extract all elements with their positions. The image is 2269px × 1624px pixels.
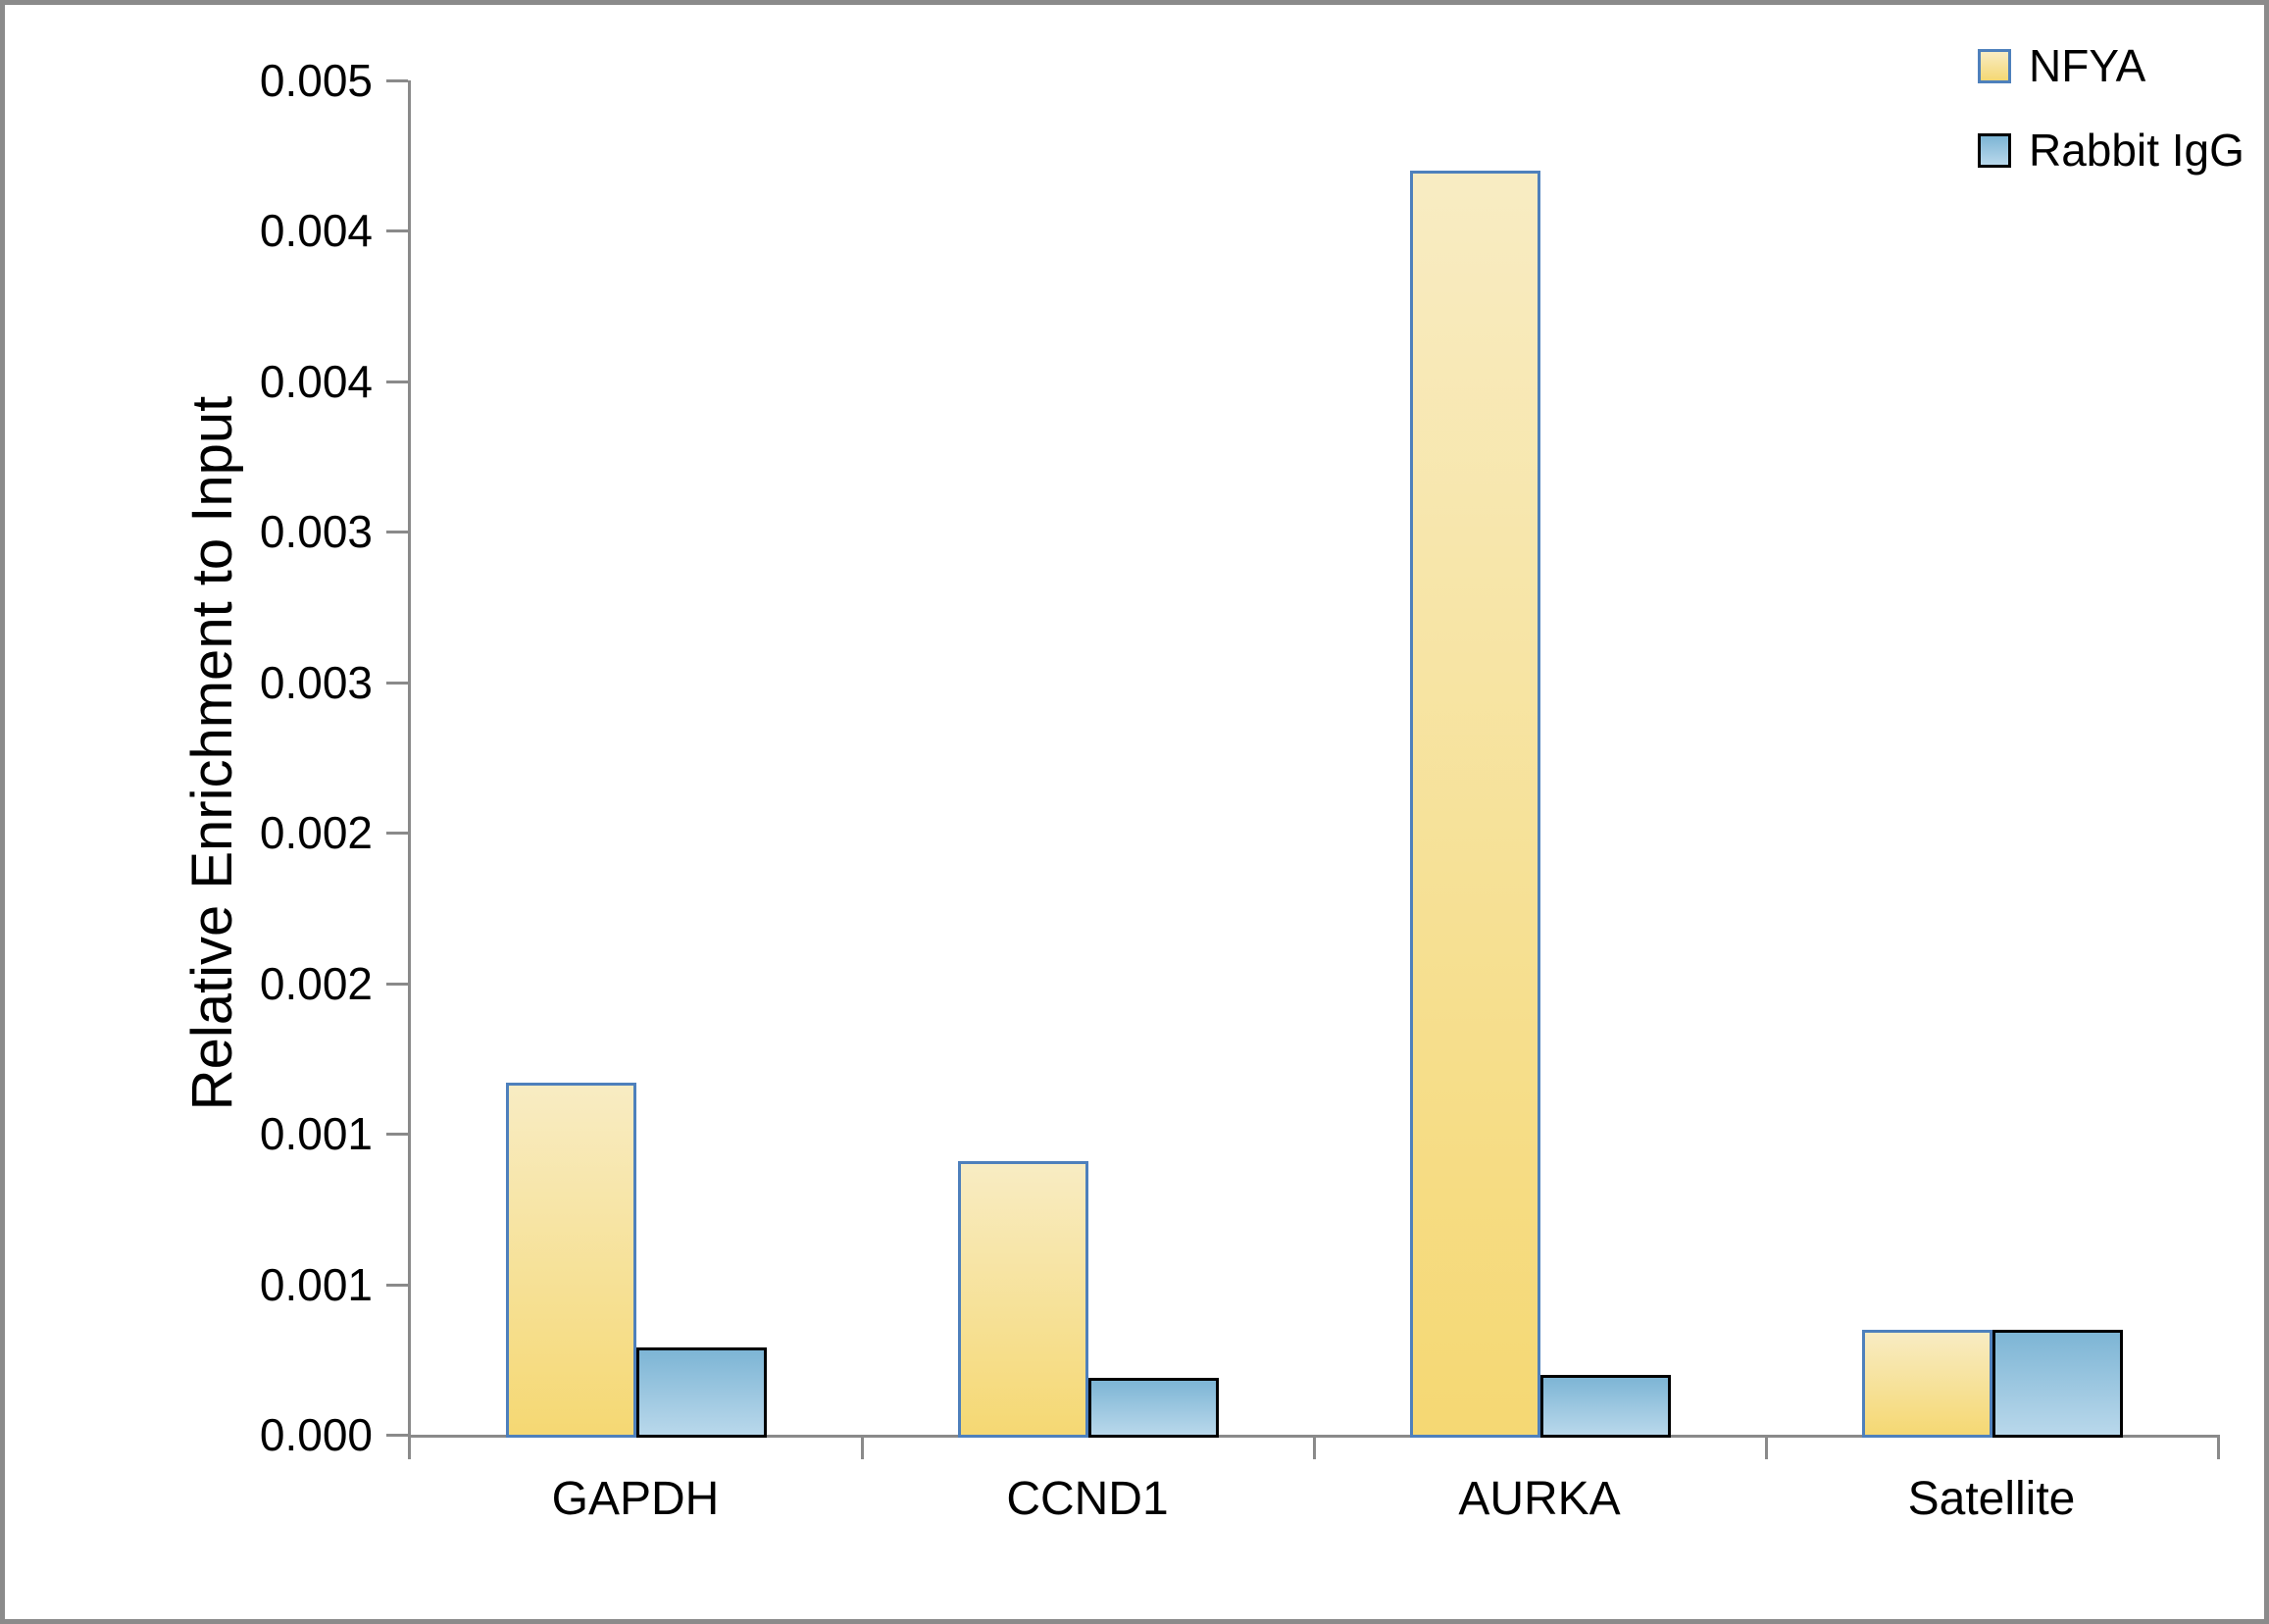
y-tick-mark	[386, 1133, 408, 1137]
y-tick-label: 0.004	[259, 205, 373, 257]
legend-item-rabbit-igg: Rabbit IgG	[1978, 125, 2244, 176]
y-tick-mark	[386, 1283, 408, 1287]
bar-rabbit-igg-satellite	[1992, 1329, 2123, 1438]
y-tick-mark	[386, 982, 408, 986]
y-tick-mark	[386, 380, 408, 383]
y-tick-mark	[386, 832, 408, 836]
legend-label-rabbit-igg: Rabbit IgG	[2029, 125, 2244, 176]
y-tick-label: 0.000	[259, 1409, 373, 1460]
bar-nfya-satellite	[1861, 1329, 1992, 1438]
y-tick-label: 0.005	[259, 55, 373, 106]
y-tick-label: 0.001	[259, 1108, 373, 1160]
y-tick-mark	[386, 1434, 408, 1437]
y-tick-label: 0.003	[259, 506, 373, 558]
rabbit-igg-series-swatch-icon	[1978, 132, 2011, 168]
x-category-label-gapdh: GAPDH	[551, 1473, 720, 1525]
x-tick-mark	[1764, 1435, 1768, 1459]
x-category-label-aurka: AURKA	[1458, 1473, 1621, 1525]
y-tick-label: 0.001	[259, 1258, 373, 1310]
x-tick-mark	[860, 1435, 864, 1459]
x-tick-mark	[1312, 1435, 1316, 1459]
bar-rabbit-igg-gapdh	[635, 1347, 767, 1438]
x-category-label-satellite: Satellite	[1907, 1473, 2076, 1525]
y-tick-label: 0.003	[259, 656, 373, 708]
nfya-series-swatch-icon	[1978, 48, 2011, 83]
y-tick-mark	[386, 229, 408, 233]
y-tick-label: 0.002	[259, 807, 373, 859]
bar-nfya-ccnd1	[957, 1160, 1088, 1438]
y-axis-line	[408, 80, 411, 1459]
y-tick-label: 0.002	[259, 957, 373, 1009]
x-category-label-ccnd1: CCND1	[1006, 1473, 1169, 1525]
bar-rabbit-igg-ccnd1	[1087, 1377, 1219, 1438]
legend-item-nfya: NFYA	[1978, 40, 2244, 91]
y-tick-mark	[386, 531, 408, 534]
bar-rabbit-igg-aurka	[1539, 1374, 1671, 1438]
x-tick-mark	[2216, 1435, 2220, 1459]
y-tick-mark	[386, 681, 408, 685]
y-tick-label: 0.004	[259, 355, 373, 407]
legend: NFYA Rabbit IgG	[1978, 40, 2244, 215]
bar-nfya-gapdh	[505, 1082, 636, 1438]
legend-label-nfya: NFYA	[2029, 40, 2146, 91]
y-tick-mark	[386, 79, 408, 82]
bar-nfya-aurka	[1409, 171, 1540, 1438]
